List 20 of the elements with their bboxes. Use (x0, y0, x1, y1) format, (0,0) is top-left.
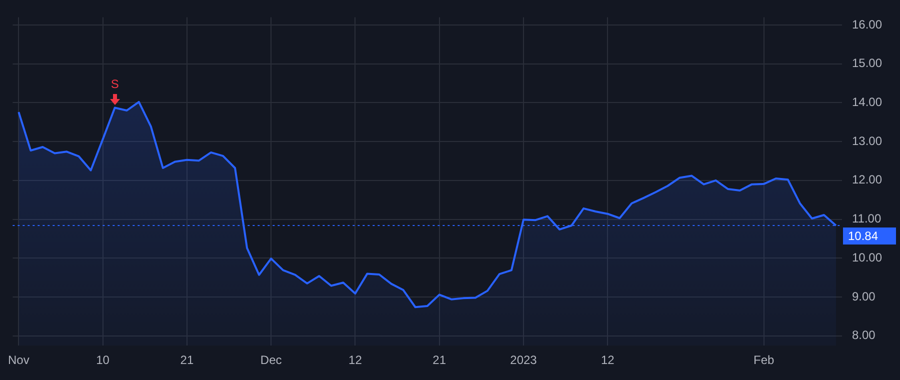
y-tick-label: 12.00 (852, 172, 882, 187)
y-tick-label: 15.00 (852, 56, 882, 70)
y-tick-label: 13.00 (852, 134, 882, 148)
x-tick-label: 2023 (510, 353, 538, 368)
y-tick-label: 9.00 (852, 289, 876, 304)
ref-line-label: 10.84 (848, 228, 878, 243)
x-tick-label: 21 (432, 353, 446, 368)
x-tick-label: 12 (600, 353, 615, 368)
y-tick-label: 8.00 (852, 328, 876, 342)
x-tick-label: Feb (754, 353, 775, 368)
y-tick-label: 10.00 (852, 250, 882, 264)
x-tick-label: 21 (180, 353, 194, 368)
x-tick-label: Nov (8, 353, 30, 368)
x-tick-label: 10 (96, 353, 110, 368)
y-tick-label: 11.00 (852, 212, 882, 226)
x-tick-label: Dec (260, 353, 282, 368)
y-tick-label: 14.00 (852, 95, 882, 110)
x-tick-label: 12 (348, 353, 362, 368)
y-tick-label: 16.00 (852, 17, 882, 32)
annotation: S (110, 76, 119, 91)
